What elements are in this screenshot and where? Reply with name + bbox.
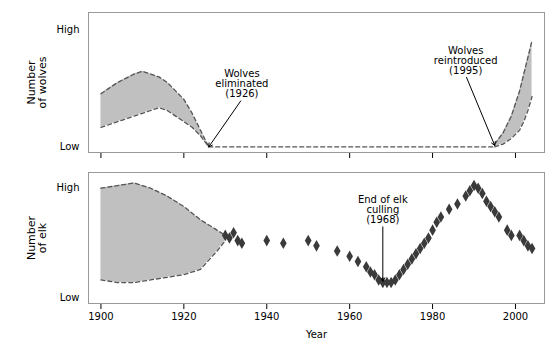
svg-text:1940: 1940	[254, 311, 279, 322]
svg-text:2000: 2000	[503, 311, 528, 322]
svg-text:High: High	[57, 24, 80, 35]
svg-text:High: High	[57, 182, 80, 193]
svg-text:1980: 1980	[420, 311, 445, 322]
svg-text:Low: Low	[60, 292, 80, 303]
svg-text:1900: 1900	[88, 311, 113, 322]
svg-text:1960: 1960	[337, 311, 362, 322]
svg-text:Numberof wolves: Numberof wolves	[25, 56, 49, 108]
svg-text:Numberof elk: Numberof elk	[25, 215, 49, 260]
svg-text:1920: 1920	[171, 311, 196, 322]
svg-text:Wolveseliminated(1926): Wolveseliminated(1926)	[215, 68, 268, 99]
svg-text:Wolvesreintroduced(1995): Wolvesreintroduced(1995)	[434, 45, 498, 76]
svg-text:End of elkculling(1968): End of elkculling(1968)	[358, 194, 408, 225]
svg-text:Year: Year	[305, 329, 328, 340]
svg-text:Low: Low	[60, 141, 80, 152]
